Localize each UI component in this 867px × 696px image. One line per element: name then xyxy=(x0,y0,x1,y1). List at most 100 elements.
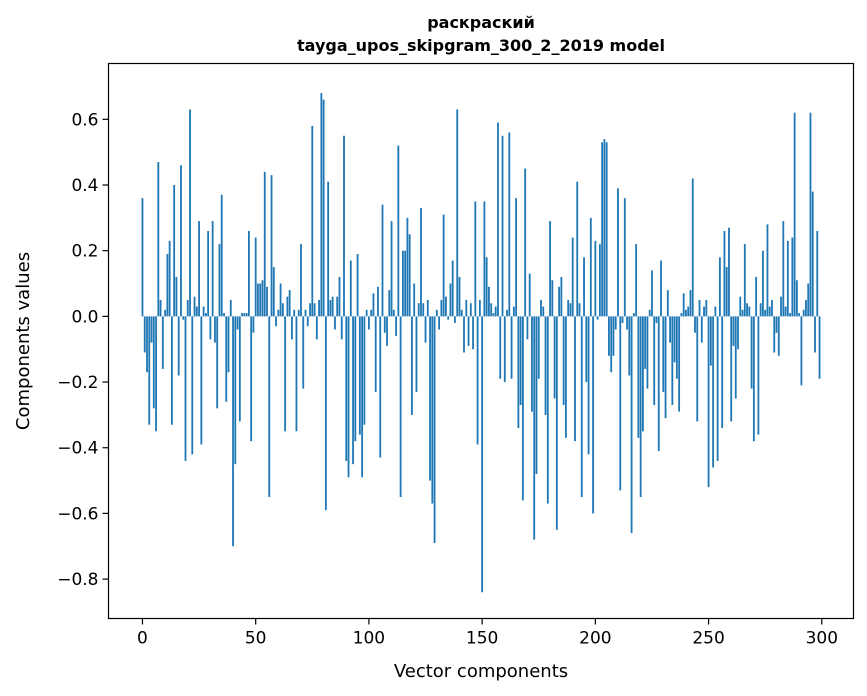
bar xyxy=(608,316,610,356)
bar xyxy=(798,313,801,317)
bar xyxy=(465,299,468,317)
bar xyxy=(261,280,264,317)
y-tick-label: 0.2 xyxy=(71,242,98,262)
bar xyxy=(789,313,791,317)
bar xyxy=(488,286,490,317)
bar xyxy=(515,198,517,317)
bar xyxy=(370,309,373,317)
bar xyxy=(691,178,694,317)
bar xyxy=(567,299,570,317)
bars-layer xyxy=(141,93,821,593)
bar xyxy=(555,316,558,530)
y-tick-label: 0.4 xyxy=(71,176,98,196)
bar xyxy=(682,293,685,317)
bar xyxy=(574,316,576,442)
bar xyxy=(372,293,375,317)
bar xyxy=(458,276,461,317)
bar xyxy=(401,250,404,317)
bar xyxy=(576,181,579,317)
bar xyxy=(295,316,298,432)
bar xyxy=(451,260,454,317)
bar xyxy=(449,283,452,317)
bar xyxy=(379,316,382,458)
bar xyxy=(363,316,366,425)
bar xyxy=(592,316,594,514)
bar xyxy=(349,260,352,317)
bar xyxy=(759,303,762,317)
bar xyxy=(746,303,748,317)
x-axis-label: Vector components xyxy=(394,661,568,682)
bar xyxy=(440,299,443,317)
bar xyxy=(807,283,810,317)
bar xyxy=(605,142,608,317)
bar xyxy=(327,181,330,317)
bar xyxy=(723,230,726,317)
bar xyxy=(551,280,554,317)
bar xyxy=(150,316,153,343)
bar xyxy=(399,316,402,497)
bar xyxy=(795,280,798,317)
bar xyxy=(764,309,767,317)
bar xyxy=(288,290,291,317)
bar xyxy=(152,316,155,409)
bar xyxy=(510,316,513,379)
bar xyxy=(703,306,705,317)
bar xyxy=(644,316,647,369)
bar xyxy=(266,286,268,317)
bar xyxy=(345,316,348,461)
bar xyxy=(737,316,739,350)
bar xyxy=(420,208,422,317)
bar xyxy=(621,316,624,323)
bar xyxy=(583,257,585,317)
bar xyxy=(146,316,148,373)
bar xyxy=(694,316,696,333)
x-tick-label: 300 xyxy=(806,629,838,649)
bar xyxy=(286,296,289,317)
bar xyxy=(454,316,456,323)
bar xyxy=(306,316,309,327)
bar xyxy=(805,299,807,317)
bar xyxy=(485,257,488,317)
bar xyxy=(390,221,393,317)
x-tick-label: 200 xyxy=(579,629,611,649)
bar xyxy=(716,316,719,461)
bar xyxy=(585,316,588,383)
bar xyxy=(386,316,388,346)
bar xyxy=(478,299,481,317)
bar xyxy=(793,112,796,317)
bar xyxy=(580,316,583,497)
bar xyxy=(762,250,764,317)
y-axis-label: Components values xyxy=(13,252,34,430)
bar xyxy=(209,316,212,340)
bar xyxy=(297,309,300,317)
bar xyxy=(598,244,601,317)
bar xyxy=(336,296,339,317)
bar xyxy=(569,303,572,317)
bar xyxy=(383,316,386,333)
bar xyxy=(669,316,671,343)
x-tick-label: 150 xyxy=(466,629,498,649)
bar xyxy=(368,316,370,330)
bar xyxy=(497,122,499,317)
bar xyxy=(524,168,527,317)
bar xyxy=(784,306,787,317)
bar xyxy=(220,194,223,317)
bar xyxy=(521,316,524,501)
bar xyxy=(166,253,169,317)
bar xyxy=(318,299,320,317)
bar xyxy=(664,316,667,419)
bar xyxy=(503,316,506,383)
bar xyxy=(653,316,656,406)
bar xyxy=(596,316,599,320)
bar xyxy=(148,316,151,425)
bar xyxy=(329,299,332,317)
bar xyxy=(474,201,477,317)
bar xyxy=(365,309,368,317)
bar xyxy=(211,221,214,317)
bar xyxy=(741,309,744,317)
bar xyxy=(438,316,441,330)
bar xyxy=(540,299,542,317)
bar xyxy=(531,316,533,412)
bar xyxy=(358,316,361,435)
bar xyxy=(533,316,536,540)
